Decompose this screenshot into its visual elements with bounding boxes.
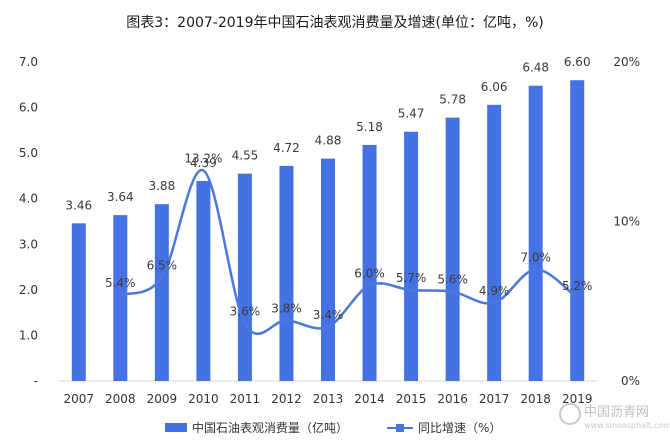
x-tick-label: 2015 <box>396 392 427 406</box>
bar-series <box>71 80 585 382</box>
bar-data-label: 3.64 <box>107 190 134 204</box>
line-data-label: 3.4% <box>313 308 344 322</box>
watermark-url: www.sinoasphalt.com <box>584 421 670 430</box>
bar <box>528 85 543 381</box>
line-data-label: 7.0% <box>520 250 551 264</box>
left-tick-label: 4.0 <box>19 192 38 206</box>
x-tick-label: 2007 <box>63 392 94 406</box>
bar <box>71 223 86 381</box>
bar-data-label: 3.46 <box>65 198 92 212</box>
left-tick-label: 6.0 <box>19 101 38 115</box>
line-data-label: 5.2% <box>562 279 593 293</box>
line-series <box>119 169 579 335</box>
left-tick-label: 5.0 <box>19 146 38 160</box>
bar-data-label: 4.39 <box>190 156 217 170</box>
bar <box>279 165 294 381</box>
right-tick-label: 20% <box>613 55 640 69</box>
bar-data-label: 3.88 <box>148 179 175 193</box>
bar <box>404 131 419 381</box>
x-axis: 2007 2008 2009 2010 2011 2012 2013 2014 2015 2016… <box>58 380 598 406</box>
legend-bar-swatch <box>165 423 187 432</box>
right-axis: 0% 10% 20% <box>613 55 640 388</box>
x-tick-label: 2012 <box>271 392 302 406</box>
x-tick-label: 2011 <box>230 392 261 406</box>
legend-bar-label: 中国石油表观消费量（亿吨） <box>192 420 348 435</box>
chart-title: 图表3：2007-2019年中国石油表观消费量及增速(单位：亿吨，%) <box>126 15 543 31</box>
bar <box>487 104 502 381</box>
bar <box>570 80 585 381</box>
left-axis: - 1.0 2.0 3.0 4.0 5.0 6.0 7.0 <box>19 55 38 388</box>
watermark-logo: 中国沥青网 www.sinoasphalt.com <box>559 403 670 430</box>
line-data-label: 3.6% <box>230 305 261 319</box>
x-tick-label: 2019 <box>562 392 593 406</box>
x-tick-label: 2014 <box>354 392 385 406</box>
watermark-logo-text: 中国沥青网 <box>584 405 649 420</box>
legend-line-label: 同比增速（%） <box>418 421 501 435</box>
line-data-label: 13.2% <box>184 151 222 165</box>
watermark-logo-icon <box>559 403 581 425</box>
bar-data-label: 5.18 <box>356 120 383 134</box>
left-tick-label: - <box>34 374 38 388</box>
bar <box>196 180 211 381</box>
x-tick-label: 2016 <box>437 392 468 406</box>
line-data-label: 6.0% <box>354 266 385 280</box>
line-data-labels: 5.4% 6.5% 13.2% 3.6% 3.8% 3.4% 6.0% 5.7% 5.6% 4.9… <box>105 151 592 321</box>
left-tick-label: 3.0 <box>19 237 38 251</box>
growth-line <box>119 169 579 335</box>
bar <box>113 215 128 381</box>
line-data-label: 5.7% <box>396 271 427 285</box>
x-tick-label: 2013 <box>313 392 344 406</box>
bar-data-label: 4.55 <box>232 149 259 163</box>
bar-data-label: 4.72 <box>273 141 300 155</box>
left-tick-label: 1.0 <box>19 328 38 342</box>
bar-data-label: 6.60 <box>564 55 591 69</box>
bar-data-label: 5.47 <box>398 107 425 121</box>
line-data-label: 5.4% <box>105 276 136 290</box>
bar-data-labels: 3.46 3.64 3.88 4.39 4.55 4.72 4.88 5.18 5.47 5.78… <box>65 55 590 212</box>
line-data-label: 5.6% <box>437 273 468 287</box>
x-tick-label: 2009 <box>147 392 178 406</box>
bar <box>362 144 377 381</box>
x-tick-label: 2018 <box>520 392 551 406</box>
x-tick-label: 2017 <box>479 392 510 406</box>
bar <box>154 204 169 381</box>
bar <box>237 173 252 381</box>
right-tick-label: 0% <box>621 374 640 388</box>
bar-data-label: 6.48 <box>522 61 549 75</box>
line-data-label: 4.9% <box>479 284 510 298</box>
left-tick-label: 7.0 <box>19 55 38 69</box>
bar <box>321 158 335 381</box>
x-tick-label: 2008 <box>105 392 136 406</box>
left-tick-label: 2.0 <box>19 283 38 297</box>
bar-data-label: 5.78 <box>439 93 466 107</box>
right-tick-label: 10% <box>613 215 640 229</box>
line-data-label: 6.5% <box>147 258 178 272</box>
legend: 中国石油表观消费量（亿吨） 同比增速（%） <box>165 420 501 435</box>
bar-data-label: 4.88 <box>315 134 342 148</box>
line-data-label: 3.8% <box>271 301 302 315</box>
bar <box>445 117 460 382</box>
x-tick-label: 2010 <box>188 392 219 406</box>
bar-data-label: 6.06 <box>481 80 508 94</box>
legend-line-marker <box>396 424 404 432</box>
